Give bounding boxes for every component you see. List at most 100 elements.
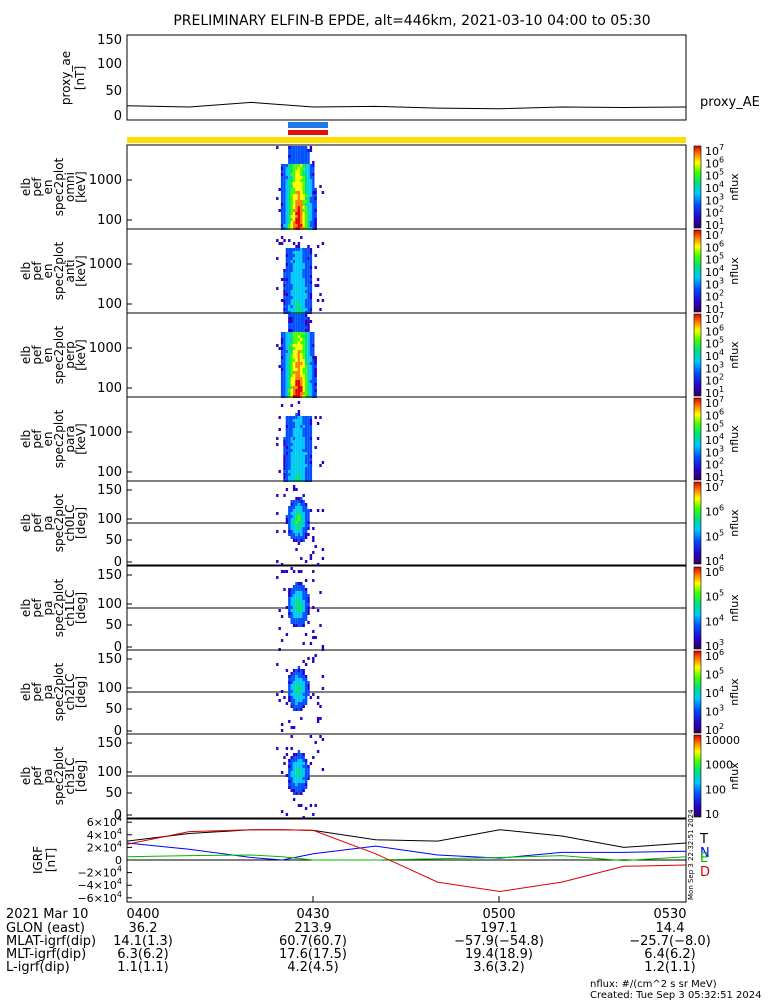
- heatmap-cell: [307, 275, 310, 278]
- heatmap-cell: [314, 254, 317, 257]
- panel-ylabel-word: elb: [19, 514, 33, 532]
- heatmap-cell: [292, 600, 296, 603]
- heatmap-cell: [304, 338, 308, 341]
- heatmap-cell: [292, 275, 296, 278]
- heatmap-cell: [297, 248, 301, 251]
- heatmap-cell: [292, 594, 296, 597]
- heatmap-cell: [295, 503, 298, 506]
- heatmap-cell: [302, 368, 305, 371]
- heatmap-cell: [297, 774, 301, 777]
- heatmap-cell: [290, 726, 293, 729]
- heatmap-cell: [297, 786, 301, 789]
- heatmap-cell: [297, 176, 301, 179]
- heatmap-cell: [288, 371, 291, 374]
- colorbar-tick-exp: 3: [719, 360, 724, 369]
- heatmap-cell: [300, 392, 303, 395]
- heatmap-cell: [309, 179, 313, 182]
- heatmap-cell: [309, 509, 313, 512]
- footer-value: 14.1(1.3): [113, 934, 173, 949]
- heatmap-cell: [309, 386, 313, 389]
- igrf-ytick: −6×104: [77, 890, 122, 905]
- heatmap-cell: [283, 362, 286, 365]
- heatmap-cell: [312, 221, 315, 224]
- heatmap-cell: [290, 588, 293, 591]
- heatmap-cell: [295, 591, 298, 594]
- heatmap-cell: [297, 368, 301, 371]
- heatmap-cell: [292, 371, 296, 374]
- heatmap-cell: [309, 434, 313, 437]
- footer-units-note: nflux: #/(cm^2 s sr MeV): [590, 979, 717, 990]
- heatmap-cell: [307, 512, 310, 515]
- heatmap-cell: [304, 518, 308, 521]
- colorbar-tick-exp: 1: [719, 217, 724, 226]
- heatmap-cell: [309, 176, 313, 179]
- heatmap-cell: [302, 455, 305, 458]
- colorbar-tick-exp: 6: [719, 564, 724, 573]
- heatmap-cell: [304, 609, 308, 612]
- heatmap-cell: [283, 299, 286, 302]
- footer-time-0530: 0530: [653, 907, 686, 922]
- heatmap-cell: [300, 431, 303, 434]
- heatmap-cell: [300, 792, 303, 795]
- heatmap-cell: [304, 173, 308, 176]
- heatmap-cell: [302, 618, 305, 621]
- heatmap-cell: [302, 527, 305, 530]
- colorbar-zlabel: nflux: [728, 341, 741, 369]
- heatmap-cell: [288, 524, 291, 527]
- heatmap-cell: [300, 473, 303, 476]
- heatmap-cell: [309, 425, 313, 428]
- heatmap-cell: [307, 693, 310, 696]
- panel-ytick: 100: [97, 297, 122, 312]
- heatmap-cell: [302, 539, 305, 542]
- heatmap-cell: [288, 431, 291, 434]
- heatmap-cell: [302, 600, 305, 603]
- heatmap-cell: [304, 422, 308, 425]
- heatmap-cell: [288, 209, 291, 212]
- colorbar-tick-exp: 2: [719, 722, 724, 731]
- heatmap-cell: [288, 293, 291, 296]
- heatmap-cell: [295, 251, 298, 254]
- heatmap-cell: [304, 527, 308, 530]
- heatmap-cell: [295, 600, 298, 603]
- heatmap-cell: [295, 582, 298, 585]
- heatmap-cell: [316, 720, 320, 723]
- proxy-ae-ylabel-1: proxy_ae: [59, 51, 73, 105]
- heatmap-cell: [283, 305, 286, 308]
- heatmap-cell: [304, 509, 308, 512]
- heatmap-cell: [302, 284, 305, 287]
- heatmap-cell: [276, 512, 279, 515]
- proxy-ae-ytick-0: 0: [114, 109, 122, 124]
- heatmap-cell: [292, 350, 296, 353]
- heatmap-cell: [288, 693, 291, 696]
- heatmap-cell: [292, 326, 296, 329]
- colorbar-tick: 106: [705, 648, 724, 663]
- heatmap-cell: [295, 539, 298, 542]
- heatmap-cell: [304, 302, 308, 305]
- heatmap-cell: [307, 392, 310, 395]
- heatmap-cell: [292, 765, 296, 768]
- heatmap-cell: [300, 458, 303, 461]
- panel-ylabel-word: en: [41, 348, 55, 363]
- heatmap-cell: [295, 365, 298, 368]
- heatmap-cell: [309, 696, 313, 699]
- heatmap-cell: [288, 509, 291, 512]
- heatmap-cell: [297, 582, 301, 585]
- heatmap-cell: [290, 251, 293, 254]
- heatmap-cell: [302, 221, 305, 224]
- heatmap-cell: [309, 332, 313, 335]
- heatmap-cell: [300, 320, 303, 323]
- heatmap-cell: [295, 371, 298, 374]
- heatmap-cell: [300, 335, 303, 338]
- heatmap-cell: [307, 464, 310, 467]
- heatmap-cell: [300, 260, 303, 263]
- heatmap-cell: [290, 404, 293, 407]
- heatmap-cell: [297, 437, 301, 440]
- heatmap-cell: [300, 708, 303, 711]
- heatmap-cell: [283, 350, 286, 353]
- heatmap-cell: [292, 248, 296, 251]
- heatmap-cell: [302, 182, 305, 185]
- heatmap-cell: [283, 332, 286, 335]
- heatmap-cell: [292, 392, 296, 395]
